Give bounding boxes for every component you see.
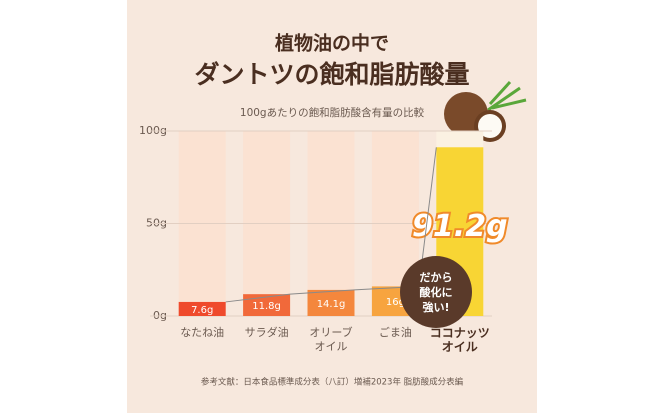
x-tick-label: サラダ油 bbox=[244, 326, 289, 339]
x-tick-label: ココナッツ オイル bbox=[429, 326, 490, 354]
value-label: 16g bbox=[386, 297, 405, 308]
chart-title: 植物油の中で bbox=[275, 32, 389, 55]
bar bbox=[307, 289, 355, 316]
bar bbox=[243, 294, 291, 316]
bar bbox=[178, 301, 226, 316]
trend-line bbox=[225, 147, 437, 303]
chart-subtitle: ダントツの飽和脂肪酸量 bbox=[194, 60, 469, 89]
coconut bbox=[444, 80, 527, 142]
value-label: 14.1g bbox=[317, 299, 346, 310]
x-tick-label: なたね油 bbox=[180, 326, 225, 339]
value-label: 91.2g bbox=[412, 209, 508, 244]
x-tick-label: オリーブ オイル bbox=[309, 326, 353, 353]
x-tick-label: ごま油 bbox=[378, 326, 412, 339]
axis-title: 100gあたりの飽和脂肪酸含有量の比較 bbox=[240, 106, 425, 119]
annotation: だから 酸化に 強い! bbox=[400, 256, 472, 328]
value-label: 11.8g bbox=[252, 301, 281, 312]
source: 参考文献：日本食品標準成分表（八訂）増補2023年 脂肪酸成分表編 bbox=[201, 377, 463, 388]
value-label: 7.6g bbox=[191, 305, 213, 316]
